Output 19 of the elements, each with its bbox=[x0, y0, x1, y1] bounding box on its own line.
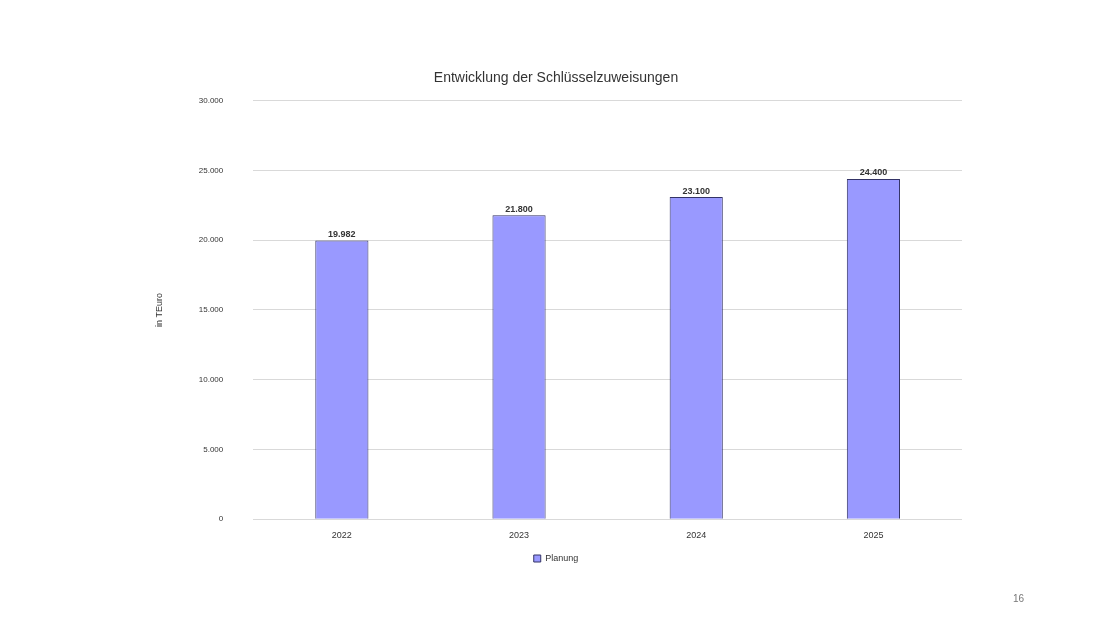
text: 16 bbox=[1012, 593, 1024, 604]
y-tick-label: 0 bbox=[218, 514, 224, 524]
y-tick-label: 5.000 bbox=[203, 444, 224, 454]
y-tick-label: 15.000 bbox=[198, 305, 224, 315]
x-tick-label: 2024 bbox=[686, 530, 707, 541]
data-label: 19.982 bbox=[328, 229, 356, 239]
y-tick-label: 25.000 bbox=[198, 165, 224, 175]
y-axis-title: in TEuro bbox=[153, 293, 164, 327]
x-tick-label: 2022 bbox=[331, 530, 352, 541]
x-tick-label: 2025 bbox=[863, 530, 884, 541]
data-label: 21.800 bbox=[505, 203, 533, 214]
y-tick-label: 10.000 bbox=[198, 374, 224, 384]
x-tick-label: 2023 bbox=[509, 530, 530, 541]
y-tick-label: 30.000 bbox=[198, 96, 224, 105]
legend-label: Planung bbox=[545, 552, 579, 563]
y-tick-label: 20.000 bbox=[198, 235, 224, 245]
data-label: 23.100 bbox=[682, 185, 710, 196]
data-label: 24.400 bbox=[859, 167, 888, 178]
chart-title: Entwicklung der Schlüsselzuweisungen bbox=[433, 69, 679, 86]
